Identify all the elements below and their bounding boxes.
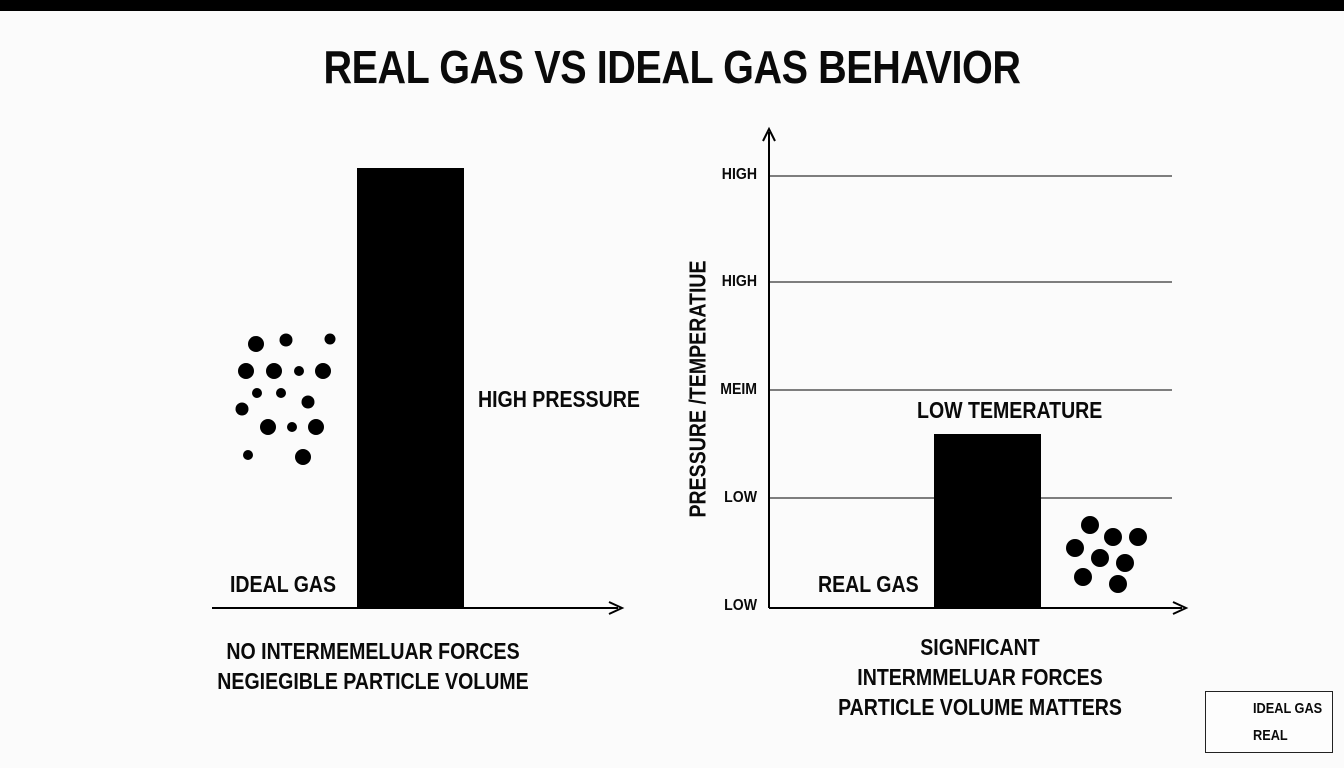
caption-line: NEGIEGIBLE PARTICLE VOLUME [217,668,529,694]
chart-title: REAL GAS VS IDEAL GAS BEHAVIOR [323,41,1021,93]
ideal-gas-caption: NO INTERMEMELUAR FORCES NEGIEGIBLE PARTI… [203,636,543,696]
real-gas-caption: SIGNFICANT INTERMMELUAR FORCES PARTICLE … [810,632,1150,722]
y-tick-medium: MEIM [720,381,757,398]
legend: IDEAL GAS REAL [1205,691,1333,753]
ideal-gas-panel [212,168,625,615]
y-tick-high: HIGH [721,273,757,290]
ideal-gas-bar [357,168,464,608]
real-gas-bar [934,434,1041,608]
left-x-axis-arrow-icon [608,601,625,615]
caption-line: INTERMMELUAR FORCES [857,664,1103,690]
ideal-gas-particles-icon [235,333,336,465]
ideal-gas-label: IDEAL GAS [230,571,337,597]
real-gas-particles-icon [1066,516,1147,593]
real-gas-label: REAL GAS [818,571,919,597]
top-border-bar [0,0,1344,11]
right-x-axis-arrow-icon [1172,601,1189,615]
high-pressure-label: HIGH PRESSURE [478,386,640,412]
caption-line: SIGNFICANT [920,634,1040,660]
caption-line: NO INTERMEMELUAR FORCES [226,638,520,664]
low-temperature-label: LOW TEMERATURE [917,397,1103,423]
right-y-axis-arrow-icon [762,126,776,142]
real-gas-panel [762,126,1189,615]
y-tick-high-top: HIGH [721,166,757,183]
y-tick-low: LOW [724,489,757,506]
y-tick-low-bottom: LOW [724,597,757,614]
legend-label: REAL [1253,726,1288,744]
legend-label: IDEAL GAS [1253,699,1323,717]
caption-line: PARTICLE VOLUME MATTERS [838,694,1122,720]
